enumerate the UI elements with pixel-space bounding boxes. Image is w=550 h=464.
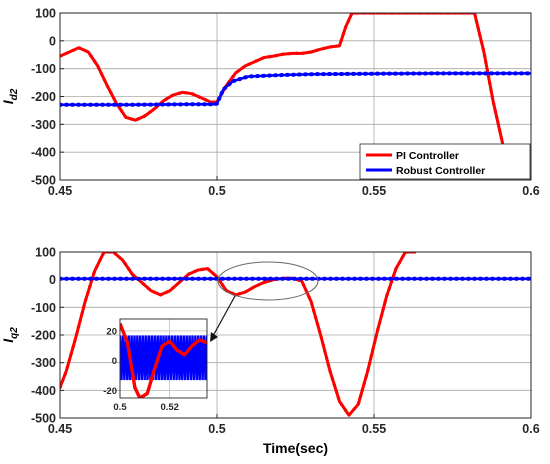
y-axis-label-sub: d2 — [9, 88, 20, 100]
y-tick-label: -200 — [31, 90, 56, 104]
inset-series-pi — [120, 322, 207, 398]
zoom-arrow-head — [210, 332, 218, 342]
y-tick-label: -400 — [31, 384, 56, 398]
inset-chart: 0.5 0.52 20 0 -20 — [103, 261, 319, 413]
y-tick-label: -100 — [31, 301, 56, 315]
x-tick-label: 0.6 — [522, 422, 539, 436]
zoom-highlight-ellipse — [217, 261, 319, 301]
chart-panel-1: 0.45 0.5 0.55 0.6 100 0 -100 -200 -300 -400 -500 Id… — [0, 7, 540, 199]
y-tick-label: 0 — [49, 273, 56, 287]
legend-entry: PI Controller — [396, 150, 459, 162]
axes-frame — [59, 12, 532, 181]
x-axis-label: Time(sec) — [263, 440, 328, 456]
y-tick-label: -500 — [31, 174, 56, 188]
y-tick-label: 100 — [35, 7, 56, 21]
axes-frame — [59, 251, 532, 419]
x-tick-label: 0.45 — [48, 184, 72, 198]
series-group — [60, 252, 531, 417]
y-tick-label: -500 — [31, 412, 56, 426]
legend-entry: Robust Controller — [396, 165, 485, 177]
series-group — [60, 13, 531, 176]
y-tick-label: -200 — [31, 329, 56, 343]
y-tick-label: -100 — [31, 62, 56, 76]
y-axis-label-main: I — [0, 338, 16, 343]
legend-box — [359, 143, 531, 180]
y-axis-label: Id2 — [0, 88, 20, 104]
zoom-arrow-line — [212, 295, 236, 337]
y-axis-label-main: I — [0, 99, 16, 104]
y-tick-label: -400 — [31, 146, 56, 160]
y-tick-label: 100 — [35, 246, 56, 260]
inset-series-robust — [120, 335, 207, 381]
y-axis-label: Iq2 — [0, 327, 20, 343]
inset-frame — [119, 318, 208, 399]
inset-series-group — [120, 322, 207, 398]
y-tick-label: -300 — [31, 118, 56, 132]
inset-x-tick-label: 0.52 — [160, 402, 179, 413]
x-tick-label: 0.6 — [522, 184, 539, 198]
x-tick-label: 0.55 — [362, 422, 386, 436]
inset-x-tick-label: 0.5 — [113, 402, 127, 413]
inset-y-tick-label: 20 — [106, 326, 117, 337]
series-pi-controller — [60, 252, 415, 417]
y-axis-label-sub: q2 — [9, 327, 20, 339]
inset-y-tick-label: 0 — [112, 356, 117, 367]
legend: PI Controller Robust Controller — [359, 143, 531, 180]
y-tick-label: -300 — [31, 356, 56, 370]
x-tick-label: 0.45 — [48, 422, 72, 436]
x-tick-label: 0.55 — [362, 184, 386, 198]
y-tick-label: 0 — [49, 34, 56, 48]
inset-y-tick-label: -20 — [103, 386, 117, 397]
series-robust-controller — [60, 72, 531, 107]
x-tick-label: 0.5 — [208, 184, 225, 198]
chart-panel-2: 0.45 0.5 0.55 0.61000-100-200-300-400-500Iq… — [0, 246, 540, 457]
x-tick-label: 0.5 — [208, 422, 225, 436]
